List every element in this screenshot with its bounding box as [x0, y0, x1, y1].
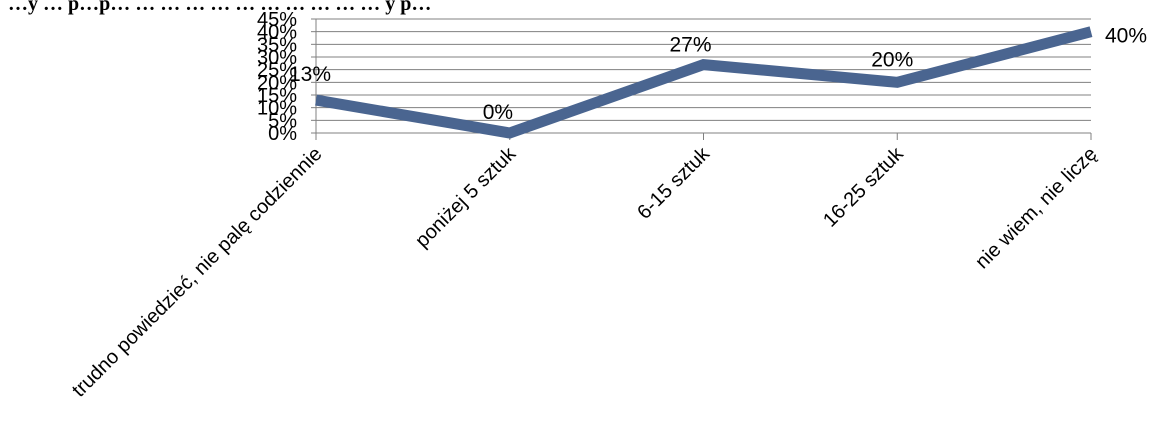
x-category-labels: trudno powiedzieć, nie palę codziennie po… [68, 142, 1102, 401]
y-tick-labels: 0%5%10%15%20%25%30%35%40%45% [257, 9, 297, 145]
x-category-label: 6-15 sztuk [633, 142, 715, 224]
data-labels: 13% 0% 27% 20% 40% [289, 25, 1147, 124]
y-tick-label: 10% [257, 98, 297, 120]
y-tick-label: 5% [268, 110, 297, 132]
data-label: 0% [483, 101, 513, 124]
data-label: 13% [289, 63, 331, 86]
y-tick-label: 20% [257, 72, 297, 94]
y-tick-label: 45% [257, 9, 297, 31]
data-label: 20% [871, 48, 913, 71]
x-category-label: poniżej 5 sztuk [411, 142, 521, 252]
y-tick-label: 0% [268, 123, 297, 145]
data-label: 40% [1105, 25, 1147, 48]
y-tick-label: 40% [257, 22, 297, 44]
chart-title-fragment: …y … p…p… … … … … … … … … … … y p… [8, 0, 431, 15]
y-tick-label: 30% [257, 47, 297, 69]
chart-title-text: …y … p…p… … … … … … … … … … … y p… [8, 0, 431, 15]
x-category-label: 16-25 sztuk [819, 142, 908, 231]
y-tick-label: 15% [257, 85, 297, 107]
x-category-label: nie wiem, nie liczę [971, 143, 1101, 273]
y-tick-label: 35% [257, 34, 297, 56]
data-label: 27% [670, 34, 712, 57]
series-line [315, 26, 1093, 139]
x-category-label: trudno powiedzieć, nie palę codziennie [68, 143, 327, 402]
y-tick-label: 25% [257, 60, 297, 82]
